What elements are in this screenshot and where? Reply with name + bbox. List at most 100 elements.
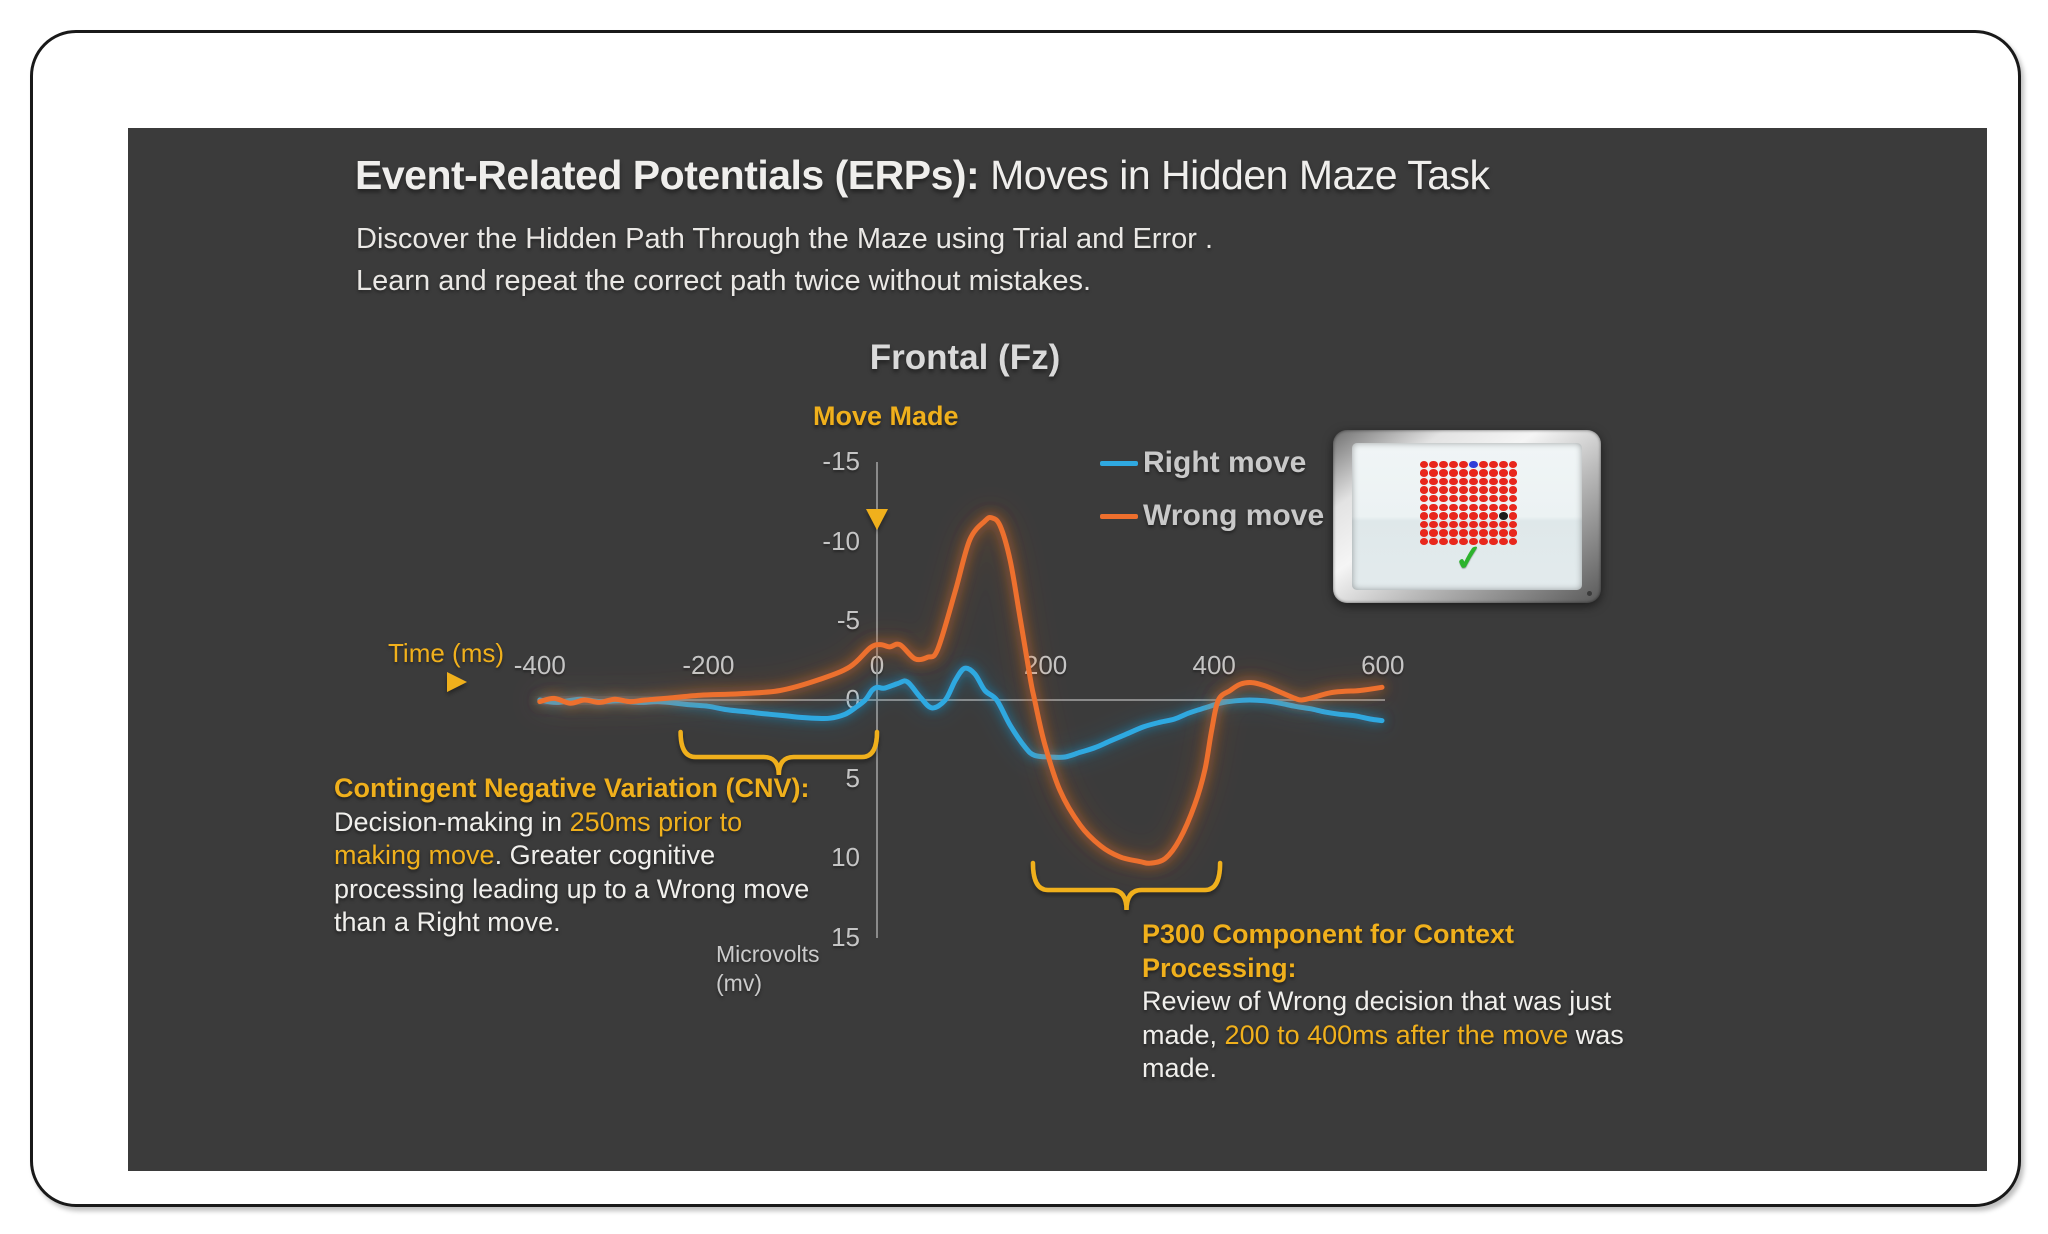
maze-dot <box>1498 529 1508 537</box>
highlighted-text: making move <box>334 840 495 870</box>
maze-dot <box>1508 520 1518 529</box>
maze-dot <box>1478 503 1488 511</box>
subtitle-line-1: Discover the Hidden Path Through the Maz… <box>356 223 1214 255</box>
maze-dot <box>1429 494 1439 503</box>
maze-dot <box>1429 486 1439 494</box>
event-marker-label: Move Made <box>813 401 959 431</box>
annotation-text: Decision-making in <box>334 806 570 837</box>
maze-dot <box>1478 529 1488 537</box>
maze-dot <box>1459 512 1468 520</box>
y-axis-label-line1: Microvolts <box>716 941 820 967</box>
maze-dot <box>1459 486 1468 494</box>
maze-dot <box>1469 486 1478 494</box>
wrong-move-line-swatch <box>1100 513 1138 519</box>
maze-dot <box>1508 460 1518 468</box>
maze-dot <box>1439 529 1449 537</box>
maze-dot <box>1439 503 1449 511</box>
maze-dot <box>1469 469 1478 477</box>
maze-dot <box>1508 512 1518 520</box>
x-tick: 200 <box>1023 650 1068 680</box>
y-tick: -10 <box>822 525 860 556</box>
maze-dot <box>1498 469 1508 477</box>
maze-dot <box>1429 469 1439 477</box>
maze-dot <box>1488 512 1498 520</box>
maze-dot <box>1498 494 1508 503</box>
y-tick: -15 <box>822 446 860 477</box>
maze-dot <box>1478 512 1488 520</box>
maze-dot <box>1449 486 1458 494</box>
maze-dot <box>1449 512 1458 520</box>
annotation-text: processing leading up to a Wrong move <box>334 873 810 904</box>
maze-dot <box>1429 512 1439 520</box>
x-tick: 0 <box>869 650 885 680</box>
legend-label-wrong-move: Wrong move <box>1143 499 1325 532</box>
maze-dot <box>1459 529 1468 537</box>
y-axis-label-line2: (mv) <box>716 970 762 996</box>
maze-dot <box>1488 494 1498 503</box>
maze-dot <box>1488 477 1498 486</box>
maze-dot <box>1439 477 1449 486</box>
maze-dot <box>1478 477 1488 486</box>
maze-dot <box>1449 494 1458 503</box>
maze-dot <box>1508 494 1518 503</box>
chart-legend: Right move Wrong move <box>1100 446 1324 533</box>
maze-task-monitor-image: ✓ <box>1333 430 1601 603</box>
annotation-text: Review of Wrong decision that was just <box>1142 986 1612 1016</box>
maze-dot <box>1439 486 1449 494</box>
maze-dot <box>1429 477 1439 486</box>
maze-dot <box>1478 520 1488 529</box>
maze-dot <box>1469 503 1478 511</box>
maze-dot <box>1419 512 1429 520</box>
p300-annotation-body: Review of Wrong decision that was just ma… <box>1142 985 1642 1086</box>
maze-dot <box>1478 469 1488 477</box>
maze-dot <box>1459 469 1468 477</box>
annotation-line: Decision-making in 250ms prior to <box>334 806 824 840</box>
x-tick: -200 <box>682 650 735 680</box>
slide-card <box>30 30 2021 1207</box>
maze-dot-grid <box>1419 460 1518 546</box>
y-tick: 15 <box>831 921 860 952</box>
maze-dot <box>1419 529 1429 537</box>
cnv-annotation-title: Contingent Negative Variation (CNV): <box>334 773 810 803</box>
annotation-text: made, <box>1142 1019 1225 1050</box>
annotation-line: made. <box>1142 1052 1642 1086</box>
p300-annotation: P300 Component for Context Processing: R… <box>1142 918 1642 1086</box>
annotation-line: than a Right move. <box>334 906 824 940</box>
annotation-line: made, 200 to 400ms after the move was <box>1142 1019 1642 1053</box>
checkmark-icon: ✓ <box>1452 537 1486 580</box>
monitor-led-dot <box>1587 591 1592 596</box>
annotation-text: . Greater cognitive <box>494 840 716 870</box>
cnv-annotation: Contingent Negative Variation (CNV): Dec… <box>334 772 824 940</box>
maze-dot <box>1429 503 1439 511</box>
maze-dot <box>1449 469 1458 477</box>
maze-dot <box>1488 486 1498 494</box>
maze-dot <box>1429 529 1439 537</box>
maze-dot <box>1449 460 1458 468</box>
maze-dot <box>1439 512 1449 520</box>
chart-title: Frontal (Fz) <box>869 338 1061 377</box>
legend-item-right-move: Right move <box>1100 446 1324 480</box>
maze-dot <box>1498 460 1508 468</box>
maze-screen: ✓ <box>1352 443 1582 590</box>
maze-dot <box>1478 486 1488 494</box>
maze-dot <box>1449 503 1458 511</box>
maze-dot <box>1498 486 1508 494</box>
maze-dot <box>1449 537 1458 546</box>
maze-dot <box>1469 537 1478 546</box>
highlighted-text: 200 to 400ms after the move <box>1224 1019 1569 1050</box>
maze-dot <box>1478 460 1488 468</box>
y-axis-label: Microvolts (mv) <box>716 940 820 998</box>
annotation-text: was <box>1568 1019 1624 1050</box>
maze-dot <box>1488 503 1498 511</box>
legend-item-wrong-move: Wrong move <box>1100 499 1324 533</box>
maze-dot <box>1439 469 1449 477</box>
maze-dot <box>1498 477 1508 486</box>
maze-dot <box>1488 460 1498 468</box>
y-tick: 0 <box>845 684 860 714</box>
p300-annotation-title: P300 Component for Context Processing: <box>1142 919 1515 983</box>
maze-dot <box>1469 529 1478 537</box>
annotation-text: than a Right move. <box>334 907 561 937</box>
maze-dot <box>1459 503 1468 511</box>
maze-dot <box>1419 486 1429 494</box>
annotation-line: making move. Greater cognitive <box>334 839 824 873</box>
